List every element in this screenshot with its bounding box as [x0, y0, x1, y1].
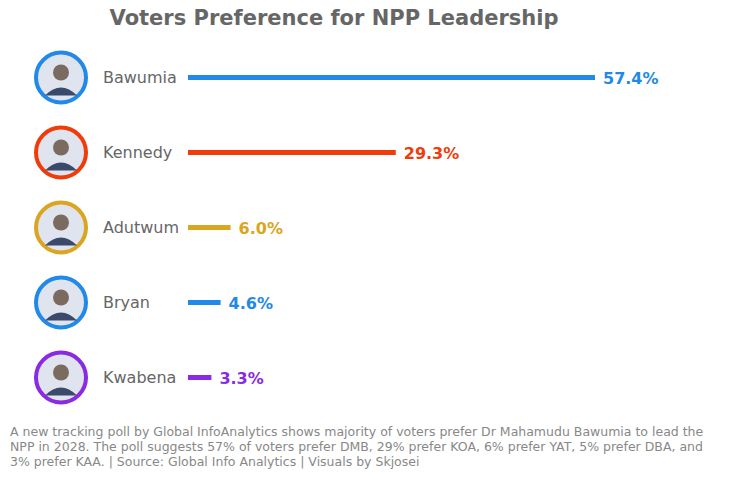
html-text:Voters Preference for NPP Lead: Voters Preference for NPP Leadership — [109, 6, 559, 30]
html-text:A new tracking poll by Global: A new tracking poll by Global InfoAnalyt… — [10, 424, 704, 469]
svg-text:Bryan: Bryan — [103, 293, 150, 312]
svg-text:Adutwum: Adutwum — [103, 218, 179, 237]
svg-text:57.4%: 57.4% — [603, 69, 659, 88]
svg-text:29.3%: 29.3% — [404, 144, 460, 163]
svg-text:Kwabena: Kwabena — [103, 368, 176, 387]
svg-text:6.0%: 6.0% — [239, 219, 283, 238]
svg-text:4.6%: 4.6% — [229, 294, 273, 313]
svg-text:Bawumia: Bawumia — [103, 68, 177, 87]
svg-text:3.3%: 3.3% — [219, 369, 263, 388]
svg-text:Kennedy: Kennedy — [103, 143, 172, 162]
